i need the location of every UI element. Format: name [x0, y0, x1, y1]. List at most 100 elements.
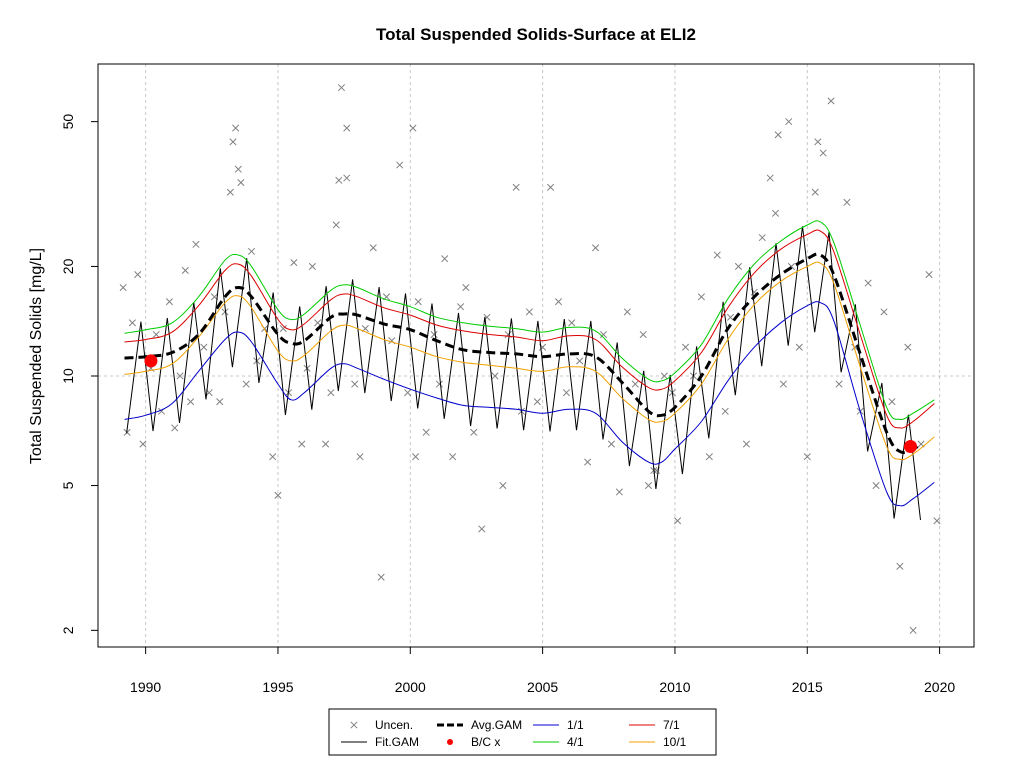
uncensored-point [119, 283, 127, 292]
uncensored-point-stroke [576, 357, 584, 365]
legend-label: B/C x [471, 735, 500, 749]
uncensored-point [274, 491, 282, 499]
uncensored-point [547, 183, 555, 191]
uncensored-point [139, 440, 147, 448]
uncensored-point-stroke [819, 149, 827, 157]
bc-point [903, 440, 917, 454]
uncensored-point-stroke [491, 372, 499, 380]
uncensored-point [512, 183, 520, 191]
uncensored-point-stroke [896, 562, 904, 570]
uncensored-point-stroke [221, 308, 229, 316]
uncensored-point-stroke [909, 626, 917, 634]
x-tick-label: 1990 [130, 679, 161, 695]
uncensored-point-stroke [314, 319, 322, 327]
legend-item: Fit.GAM [341, 735, 419, 749]
legend-box [328, 708, 717, 756]
uncensored-point [864, 279, 872, 287]
y-tick-label: 2 [60, 626, 76, 634]
uncensored-point-stroke [811, 188, 819, 196]
series-line-1-1 [124, 301, 935, 507]
uncensored-point [615, 488, 623, 496]
uncensored-point-stroke [343, 174, 351, 182]
uncensored-point-stroke [644, 481, 653, 490]
legend-label: Fit.GAM [375, 735, 419, 749]
uncensored-point-stroke [205, 389, 213, 397]
legend-label: Uncen. [375, 718, 413, 732]
uncensored-point [234, 165, 242, 173]
uncensored-point [462, 283, 470, 292]
uncensored-point-stroke [322, 440, 330, 448]
uncensored-point [396, 161, 404, 169]
legend-item: 4/1 [533, 735, 584, 749]
uncensored-point-stroke [470, 428, 478, 436]
grid-lines [98, 64, 974, 647]
uncensored-point [187, 398, 195, 406]
x-tick-label: 2005 [527, 679, 558, 695]
uncensored-point-stroke [814, 138, 822, 146]
uncensored-point-stroke [774, 131, 782, 139]
uncensored-point [660, 372, 668, 380]
uncensored-point [221, 308, 229, 316]
uncensored-point [705, 453, 713, 461]
series-line-10-1 [124, 261, 935, 461]
y-tick-label: 5 [60, 481, 76, 489]
uncensored-point-stroke [888, 398, 896, 406]
uncensored-point [229, 138, 237, 146]
uncensored-point-stroke [904, 343, 912, 351]
uncensored-point-stroke [457, 303, 465, 311]
uncensored-point [192, 240, 200, 248]
uncensored-point-stroke [369, 244, 377, 252]
uncensored-point [591, 244, 600, 252]
uncensored-point-stroke [547, 183, 555, 191]
uncensored-point [237, 179, 245, 187]
uncensored-point [774, 131, 782, 139]
uncensored-point [200, 343, 208, 351]
uncensored-point [785, 118, 793, 126]
uncensored-point-stroke [766, 174, 774, 182]
uncensored-point [779, 380, 788, 388]
uncensored-point [631, 380, 639, 388]
uncensored-point-stroke [279, 325, 287, 333]
uncensored-point [322, 440, 330, 448]
uncensored-point [766, 174, 774, 182]
uncensored-point [176, 372, 184, 380]
uncensored-point [356, 453, 364, 461]
uncensored-point-stroke [290, 258, 298, 267]
uncensored-point-stroke [562, 389, 570, 397]
uncensored-point-stroke [554, 298, 563, 306]
uncensored-point [327, 389, 335, 397]
uncensored-point-stroke [504, 330, 512, 339]
uncensored-point-stroke [247, 247, 256, 255]
uncensored-point-stroke [242, 380, 250, 388]
uncensored-point [758, 234, 766, 242]
uncensored-point [726, 313, 735, 321]
legend-item: B/C x [447, 735, 500, 749]
uncensored-point-stroke [499, 481, 507, 490]
uncensored-point [562, 389, 570, 397]
uncensored-point [697, 293, 705, 301]
legend-label: 10/1 [663, 735, 687, 749]
uncensored-point-stroke [234, 165, 242, 173]
uncensored-point [896, 562, 904, 570]
uncensored-point [576, 357, 584, 365]
uncensored-point-stroke [835, 380, 843, 388]
uncensored-point [674, 517, 682, 525]
uncensored-point [880, 308, 888, 316]
uncensored-point [308, 262, 316, 270]
uncensored-point [499, 481, 507, 490]
uncensored-point-stroke [742, 440, 750, 448]
uncensored-point-stroke [771, 209, 780, 217]
uncensored-point-stroke [864, 279, 872, 287]
uncensored-point [734, 262, 743, 270]
uncensored-point-stroke [660, 372, 668, 380]
legend-item: Uncen. [350, 718, 413, 732]
legend-label: 7/1 [663, 718, 680, 732]
uncensored-point [226, 188, 234, 196]
uncensored-point [827, 97, 835, 105]
uncensored-point [414, 298, 422, 306]
uncensored-point [933, 517, 941, 525]
uncensored-point [819, 149, 827, 157]
uncensored-point [607, 440, 615, 448]
uncensored-point [811, 188, 819, 196]
